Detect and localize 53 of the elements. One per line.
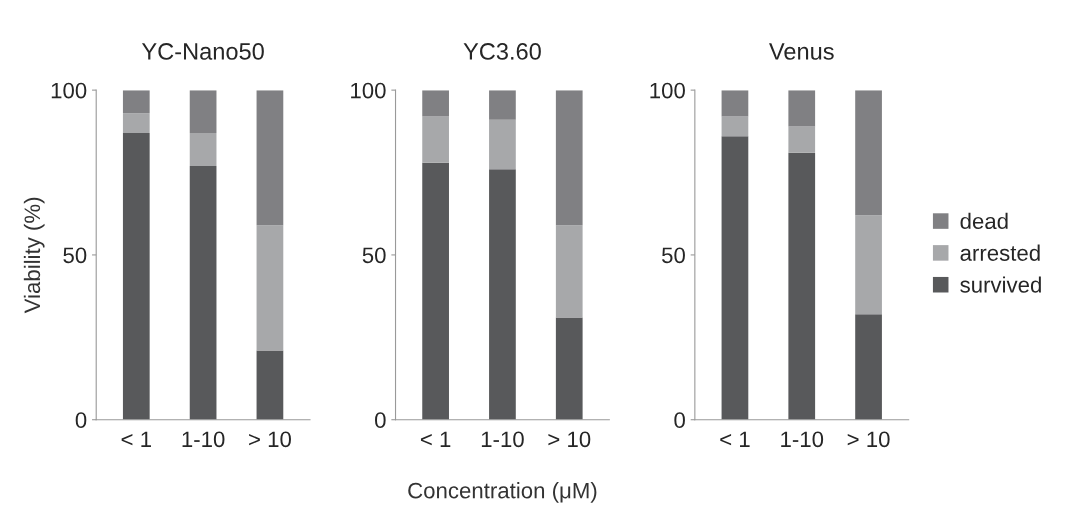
x-tick-label: > 10 (548, 431, 591, 448)
chart-title: Venus (769, 43, 834, 60)
bar (855, 90, 882, 216)
bar (122, 132, 150, 420)
bar (189, 132, 217, 166)
y-tick-label: 100 (351, 82, 386, 99)
bar (855, 314, 882, 420)
legend-label: arrested (960, 244, 1040, 261)
bar (122, 90, 150, 114)
bar (788, 90, 816, 127)
bar (721, 90, 749, 117)
x-tick-label: 1-10 (781, 431, 824, 448)
chart-title: YC-Nano50 (141, 43, 264, 60)
x-tick-label: < 1 (420, 431, 451, 447)
bar (256, 350, 284, 420)
chart-title: YC3.60 (463, 43, 541, 60)
bar (489, 119, 516, 170)
bar (256, 90, 284, 226)
x-tick-label: 1-10 (182, 431, 225, 448)
x-tick-label: > 10 (847, 431, 890, 448)
x-tick-label: < 1 (720, 431, 750, 447)
y-tick-label: 0 (75, 412, 87, 428)
y-axis-title: Viability (%) (23, 197, 45, 314)
bar (422, 90, 449, 117)
x-tick-label: 1-10 (481, 431, 524, 448)
x-axis-title: Concentration (μM) (408, 482, 597, 503)
y-tick-label: 0 (674, 412, 685, 428)
bar (721, 116, 749, 137)
bar (555, 90, 583, 226)
y-tick-label: 0 (375, 412, 386, 428)
bar (788, 126, 816, 153)
bar (788, 152, 816, 420)
legend-label: dead (960, 212, 1008, 230)
y-tick-label: 100 (650, 82, 685, 99)
y-tick-label: 50 (662, 247, 685, 264)
y-tick-label: 100 (51, 82, 87, 99)
bar (721, 136, 749, 420)
y-tick-label: 50 (362, 247, 386, 264)
bar (422, 162, 449, 420)
bar (189, 90, 217, 133)
bar (189, 165, 217, 420)
bar (555, 317, 583, 420)
bar (489, 169, 516, 420)
bar (555, 225, 583, 318)
x-tick-label: < 1 (121, 431, 151, 447)
bar (855, 215, 882, 315)
bar (422, 116, 449, 163)
x-tick-label: > 10 (249, 431, 291, 448)
legend-label: survived (960, 276, 1041, 293)
y-tick-label: 50 (63, 247, 87, 264)
bar (122, 113, 150, 133)
bar (489, 90, 516, 120)
bar (256, 225, 284, 351)
